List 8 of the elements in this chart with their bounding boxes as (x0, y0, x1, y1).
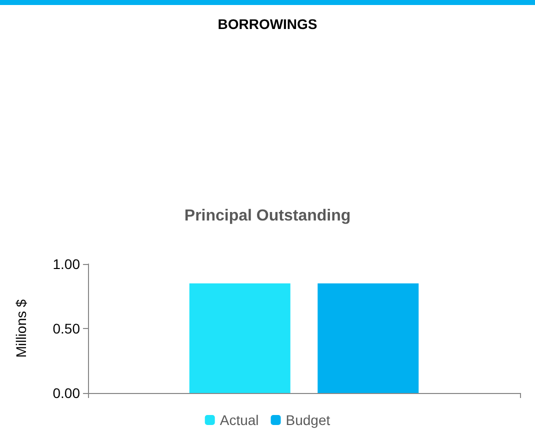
y-tick-label: 0.50 (52, 320, 80, 336)
y-tick-label: 0.00 (52, 385, 80, 401)
legend-label: Actual (220, 412, 259, 428)
y-tick-label: 1.00 (52, 256, 80, 272)
chart-subtitle: Principal Outstanding (184, 208, 351, 224)
y-axis-title: Millions $ (13, 299, 29, 358)
legend-label: Budget (286, 412, 330, 428)
chart-title: BORROWINGS (218, 16, 318, 32)
